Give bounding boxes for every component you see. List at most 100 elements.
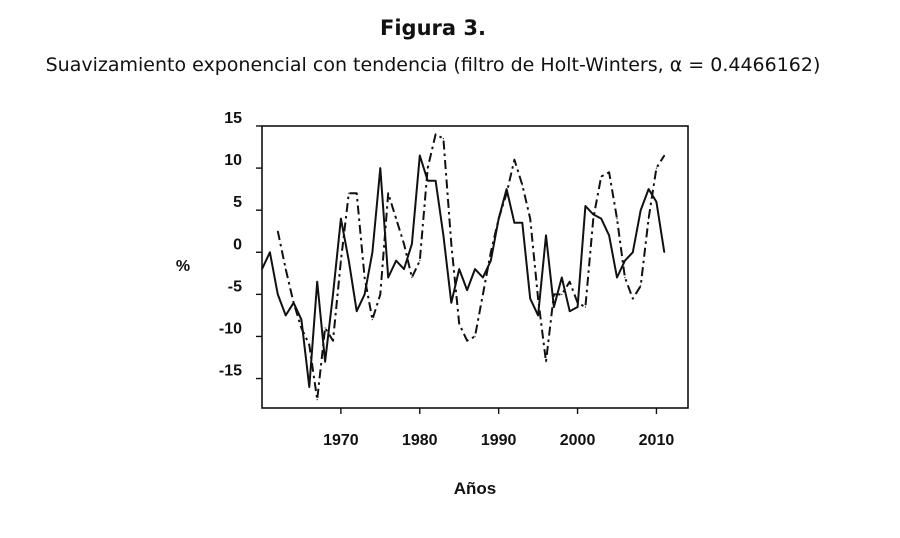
data-point — [450, 302, 452, 304]
data-point — [632, 298, 634, 300]
data-point — [379, 293, 381, 295]
data-point — [277, 230, 279, 232]
data-point — [332, 293, 334, 295]
series-layer — [261, 133, 666, 401]
data-point — [419, 260, 421, 262]
y-tick-label: 10 — [224, 152, 242, 169]
data-point — [411, 276, 413, 279]
data-point — [435, 133, 437, 135]
data-point — [411, 243, 413, 245]
data-point — [632, 251, 634, 253]
data-point — [506, 188, 508, 190]
data-point — [616, 276, 618, 279]
data-point — [340, 218, 342, 220]
data-point — [403, 268, 405, 270]
data-point — [537, 298, 539, 300]
data-point — [490, 251, 492, 253]
figure-subtitle: Suavizamiento exponencial con tendencia … — [45, 54, 821, 76]
data-point — [308, 386, 310, 388]
data-point — [513, 159, 516, 161]
data-point — [340, 260, 342, 262]
data-point — [624, 276, 626, 279]
data-point — [285, 314, 287, 316]
data-point — [435, 180, 437, 182]
data-point — [553, 306, 555, 308]
y-tick-label: -10 — [219, 320, 242, 337]
data-point — [663, 154, 665, 157]
data-point — [348, 192, 350, 194]
data-point — [490, 260, 492, 262]
data-point — [403, 243, 405, 245]
data-point — [569, 281, 571, 283]
x-axis-label: Años — [454, 479, 497, 498]
data-point — [356, 310, 358, 312]
data-point — [506, 192, 508, 194]
data-point — [300, 327, 302, 329]
x-tick-label: 2000 — [560, 432, 596, 449]
data-point — [529, 298, 531, 300]
data-point — [419, 154, 421, 157]
data-point — [600, 175, 602, 178]
data-point — [364, 293, 366, 295]
y-tick-label: 15 — [224, 110, 242, 127]
data-point — [655, 167, 658, 169]
data-point — [269, 251, 271, 253]
data-point — [285, 268, 287, 270]
y-tick-label: 5 — [233, 194, 242, 211]
data-point — [482, 276, 484, 279]
x-axis: 1970 1980 1990 2000 2010 — [323, 408, 674, 449]
x-tick-label: 1990 — [481, 432, 517, 449]
data-point — [545, 234, 547, 236]
data-point — [569, 310, 571, 312]
data-point — [387, 276, 389, 279]
y-tick-label: 0 — [233, 236, 242, 253]
data-point — [553, 293, 555, 295]
data-point — [498, 218, 500, 220]
data-point — [608, 171, 610, 173]
series-dash-dot — [276, 133, 666, 401]
data-point — [608, 234, 610, 236]
x-tick-label: 2010 — [639, 432, 675, 449]
data-point — [521, 184, 523, 186]
data-point — [458, 268, 460, 270]
data-point — [316, 399, 318, 401]
data-point — [442, 138, 444, 140]
data-point — [356, 192, 358, 194]
data-point — [584, 205, 587, 207]
data-point — [648, 188, 650, 190]
data-point — [600, 218, 602, 220]
y-axis: 15 10 5 0 -5 -10 -15 — [219, 110, 262, 380]
data-point — [655, 201, 658, 203]
data-point — [545, 361, 547, 363]
data-point — [277, 293, 279, 295]
data-point — [648, 218, 650, 220]
data-point — [442, 234, 444, 236]
data-point — [332, 340, 334, 342]
data-point — [482, 293, 484, 295]
data-point — [324, 327, 326, 329]
series-line-solid — [261, 154, 666, 388]
data-point — [450, 243, 452, 245]
data-point — [466, 289, 468, 291]
data-point — [561, 293, 563, 295]
data-point — [300, 319, 302, 321]
data-point — [379, 167, 381, 169]
y-axis-label: % — [176, 258, 190, 275]
data-point — [458, 323, 460, 325]
data-point — [293, 302, 295, 304]
y-tick-label: -15 — [219, 363, 242, 380]
data-point — [261, 268, 263, 270]
data-point — [663, 251, 665, 253]
data-point — [577, 306, 579, 308]
data-point — [640, 285, 642, 287]
data-point — [316, 281, 318, 283]
data-point — [521, 222, 523, 224]
data-point — [592, 218, 594, 220]
data-point — [308, 344, 310, 346]
data-point — [348, 260, 350, 262]
figure-title: Figura 3. — [380, 16, 486, 40]
series-solid — [261, 154, 666, 388]
x-tick-label: 1980 — [402, 432, 438, 449]
data-point — [371, 251, 373, 253]
